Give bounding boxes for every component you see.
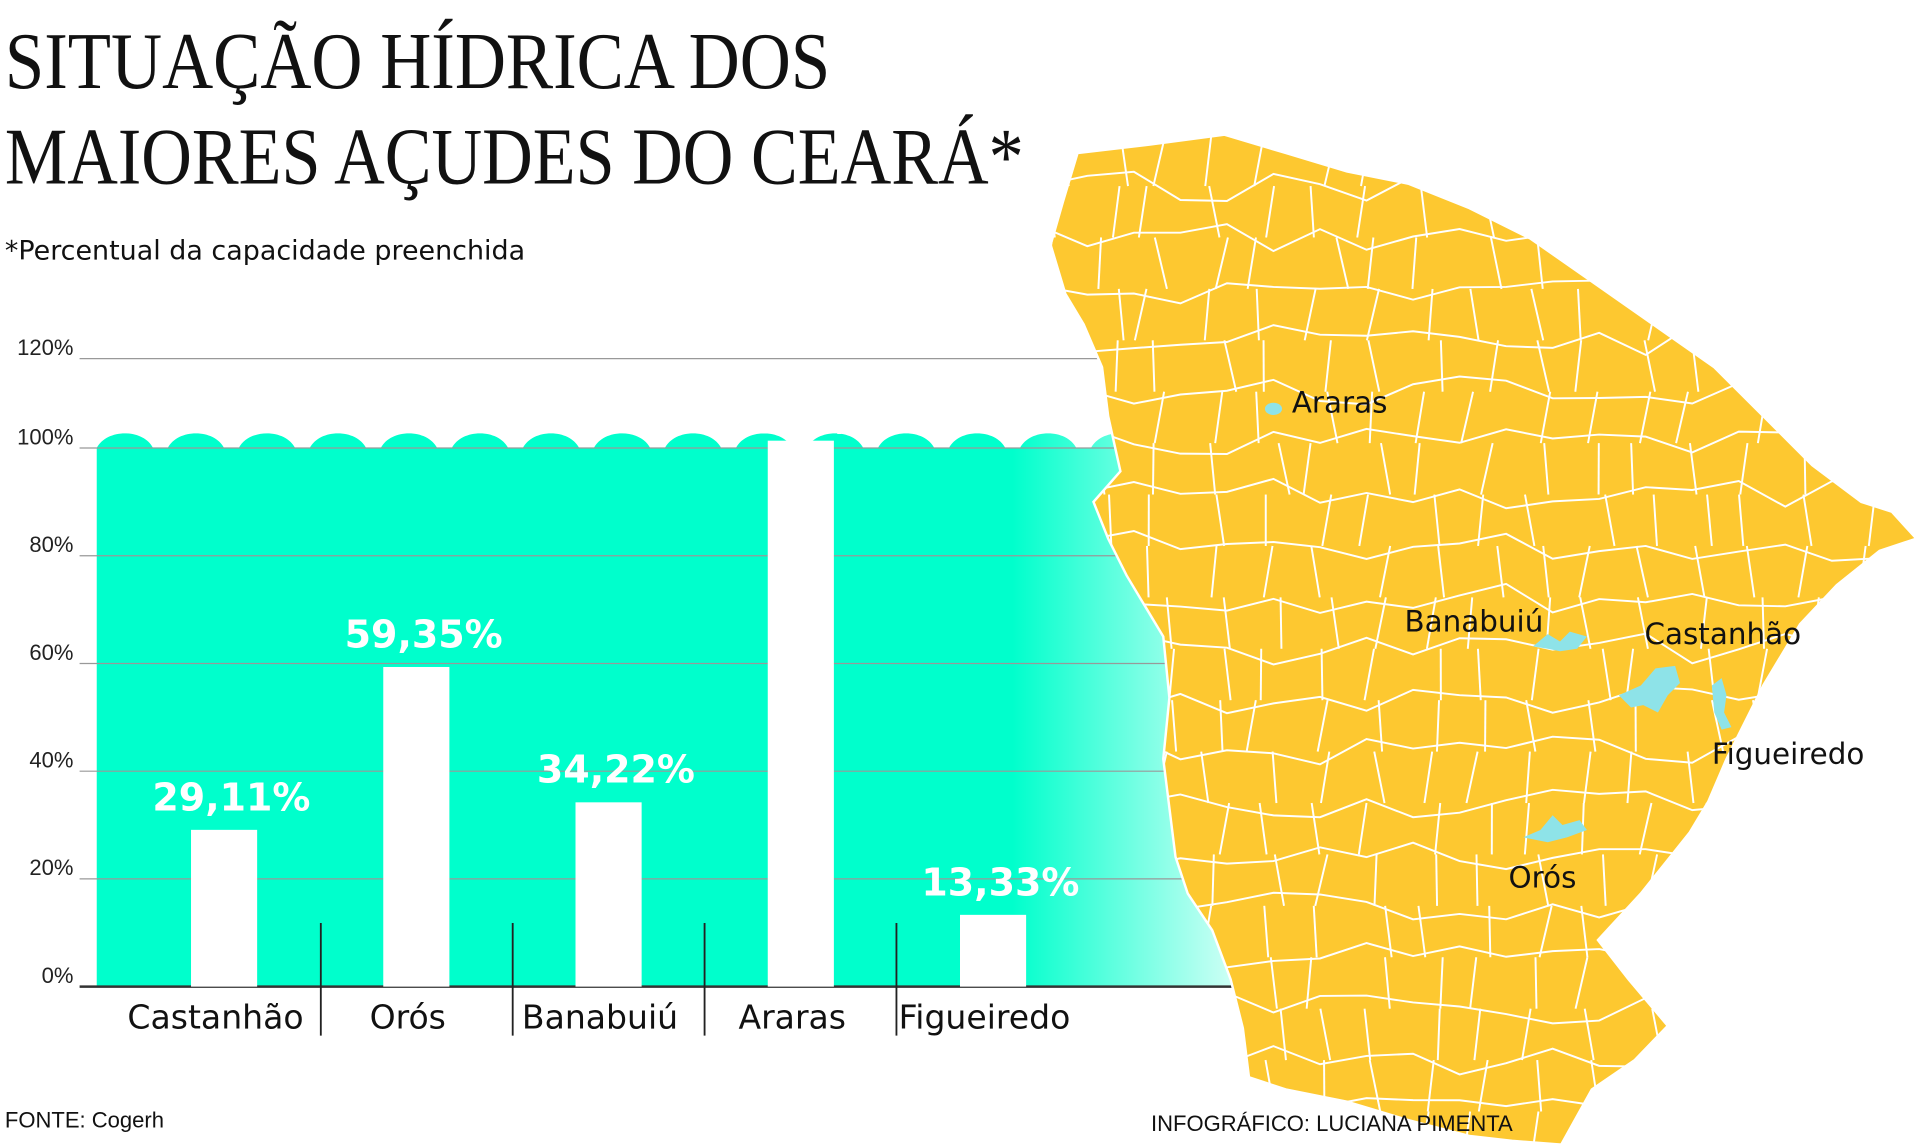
credit-note: INFOGRÁFICO: LUCIANA PIMENTA	[1151, 1111, 1513, 1136]
lake-banabuiu	[1533, 631, 1587, 652]
ceara-map: Araras Banabuiú Castanhão Figueiredo Oró…	[1049, 133, 1919, 1146]
map-label-figueiredo: Figueiredo	[1712, 737, 1865, 771]
y-tick-label: 60%	[29, 640, 73, 665]
bar-araras	[767, 440, 834, 987]
map-label-castanhao: Castanhão	[1644, 617, 1801, 651]
value-label: 13,33%	[921, 860, 1079, 904]
bar-figueiredo	[960, 914, 1027, 987]
lake-araras	[1264, 402, 1283, 415]
map-label-banabuiu: Banabuiú	[1404, 605, 1543, 639]
bar-orós	[383, 666, 450, 987]
y-tick-label: 120%	[17, 335, 73, 360]
lake-oros	[1523, 815, 1587, 843]
lake-figueiredo	[1711, 678, 1732, 730]
category-label: Figueiredo	[899, 997, 1071, 1036]
category-label: Castanhão	[127, 997, 303, 1036]
category-label: Araras	[738, 997, 846, 1036]
value-label: 59,35%	[345, 612, 503, 656]
value-label: 29,11%	[152, 775, 310, 819]
value-label: 34,22%	[537, 748, 695, 792]
y-tick-label: 80%	[29, 532, 73, 557]
value-label: 100%	[750, 398, 867, 442]
title-line-2: MAIORES AÇUDES DO CEARÁ*	[5, 113, 1024, 202]
y-tick-label: 40%	[29, 748, 73, 773]
map-label-araras: Araras	[1292, 386, 1388, 420]
bars: 29,11% 59,35% 34,22% 100% 13,33%	[152, 398, 1079, 987]
y-tick-label: 20%	[29, 855, 73, 880]
y-tick-label: 0%	[42, 963, 74, 988]
y-tick-label: 100%	[17, 424, 73, 449]
source-note: FONTE: Cogerh	[5, 1107, 164, 1132]
category-label: Banabuiú	[522, 997, 678, 1036]
lake-castanhao	[1618, 665, 1680, 713]
map-label-oros: Orós	[1509, 860, 1577, 894]
bar-castanhão	[191, 829, 258, 987]
category-labels: Castanhão Orós Banabuiú Araras Figueiredo	[127, 922, 1071, 1036]
category-label: Orós	[370, 997, 446, 1036]
subtitle: *Percentual da capacidade preenchida	[5, 236, 525, 267]
gridlines: 0% 20% 40% 60% 80% 100% 120%	[17, 335, 1286, 988]
title-line-1: SITUAÇÃO HÍDRICA DOS	[5, 17, 830, 106]
bar-banabuiú	[575, 802, 642, 987]
